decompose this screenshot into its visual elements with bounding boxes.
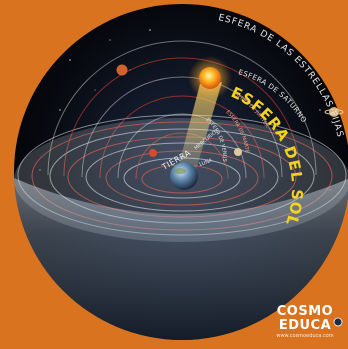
logo-line2: EDUCA <box>278 318 332 333</box>
globe-icon <box>333 317 343 327</box>
sphere-arcs <box>47 40 317 180</box>
cosmoeduca-logo: COSMO EDUCA www.cosmoeduca.com <box>268 305 342 339</box>
sphere-lower-half <box>14 178 348 340</box>
planet-jupiter <box>116 64 128 76</box>
sun <box>199 67 221 89</box>
label-moon: LUNA <box>199 157 214 167</box>
logo-line1: COSMO <box>276 304 334 319</box>
logo-url: www.cosmoeduca.com <box>276 333 334 339</box>
planet-mars <box>149 149 157 157</box>
sun-light-beam <box>178 82 222 170</box>
planet-venus <box>234 148 242 156</box>
saturn-rings <box>324 109 344 115</box>
